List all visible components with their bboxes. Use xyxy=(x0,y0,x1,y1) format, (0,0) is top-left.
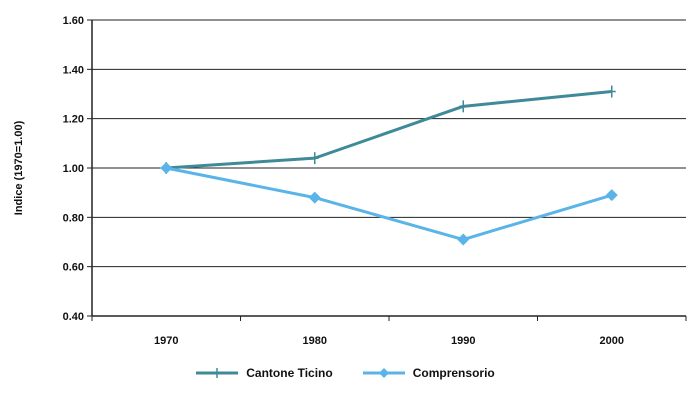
series-lines xyxy=(160,85,618,246)
axes xyxy=(87,19,687,321)
legend-item-cantone-ticino: Cantone Ticino xyxy=(194,366,333,380)
legend: Cantone Ticino Comprensorio xyxy=(0,366,689,380)
tick-labels: 0.40 0.60 0.80 1.00 1.20 1.40 1.60 1970 1980 1990… xyxy=(63,15,624,347)
line-chart: 0.40 0.60 0.80 1.00 1.20 1.40 1.60 1970 1980 1990… xyxy=(13,15,687,347)
legend-item-comprensorio: Comprensorio xyxy=(361,366,495,380)
y-tick-label-4: 1.20 xyxy=(63,114,84,126)
legend-label-cantone-ticino: Cantone Ticino xyxy=(246,366,333,380)
legend-label-comprensorio: Comprensorio xyxy=(412,366,495,380)
x-tick-label-2: 1990 xyxy=(451,335,475,347)
series-line-0 xyxy=(166,90,612,170)
y-tick-label-0: 0.40 xyxy=(63,311,84,323)
data-point-0-1 xyxy=(310,152,319,165)
series-line-1 xyxy=(165,166,613,242)
x-tick-label-1: 1980 xyxy=(303,335,327,347)
y-axis-label: Indice (1970=1.00) xyxy=(13,120,25,215)
legend-swatch-cantone-ticino xyxy=(196,368,239,378)
y-tick-label-6: 1.60 xyxy=(63,15,84,27)
data-point-1-3 xyxy=(605,189,618,202)
y-tick-label-5: 1.40 xyxy=(63,64,84,76)
data-point-0-2 xyxy=(459,100,468,113)
data-point-1-0 xyxy=(160,162,173,174)
data-point-0-3 xyxy=(607,85,616,98)
y-tick-label-2: 0.80 xyxy=(63,212,84,224)
x-tick-label-3: 2000 xyxy=(600,335,624,347)
legend-swatch-comprensorio xyxy=(362,368,405,378)
data-point-1-2 xyxy=(457,233,470,246)
y-tick-label-3: 1.00 xyxy=(63,163,84,175)
y-tick-label-1: 0.60 xyxy=(63,262,84,274)
data-point-1-1 xyxy=(308,191,321,204)
x-tick-label-0: 1970 xyxy=(154,335,178,347)
